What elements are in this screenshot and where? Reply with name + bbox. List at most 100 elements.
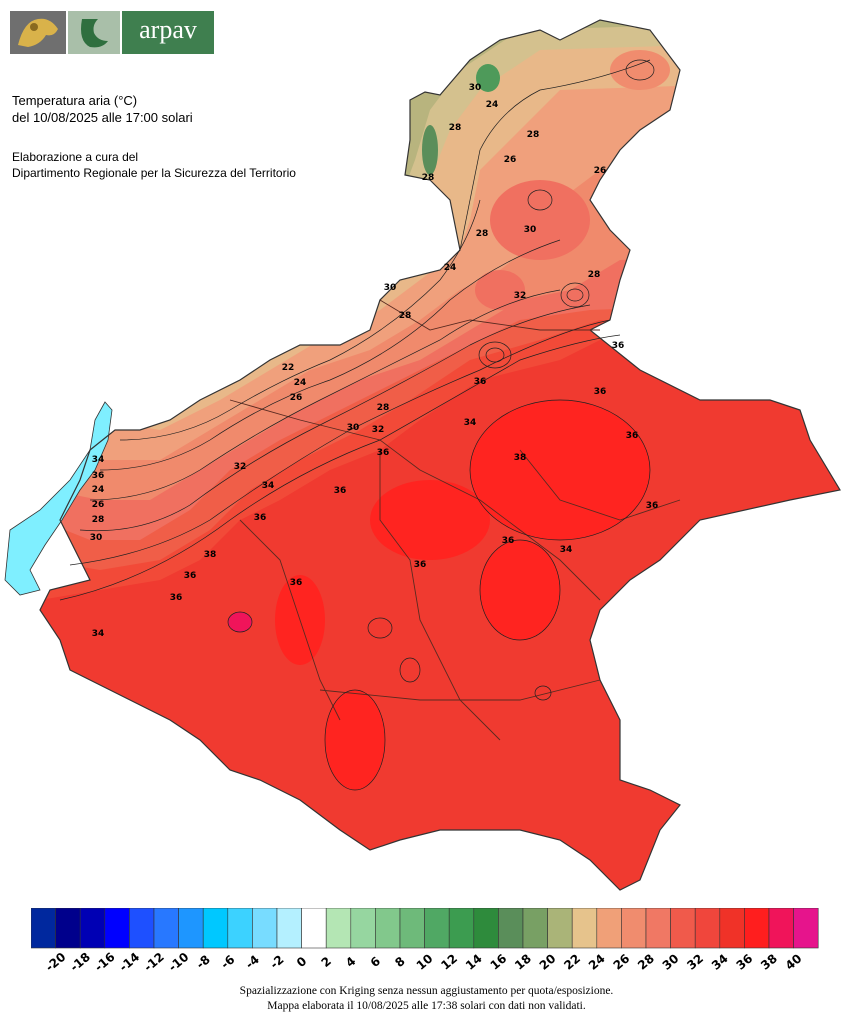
legend-label: 40 [783,951,805,972]
legend-label: -6 [218,952,237,971]
legend-label: 36 [734,951,756,972]
legend-swatch [252,908,278,949]
org-line-2: Dipartimento Regionale per la Sicurezza … [12,166,296,180]
contour-label: 28 [588,270,601,280]
legend-label: 8 [392,954,407,970]
legend-label: 0 [294,954,309,970]
contour-label: 36 [594,387,607,397]
legend-swatch [79,908,106,949]
legend-swatch [399,908,425,949]
contour-label: 36 [502,536,515,546]
contour-label: 36 [646,501,659,511]
contour-label: 38 [204,550,217,560]
contour-label: 36 [184,571,197,581]
contour-label: 36 [92,471,105,481]
contour-label: 30 [384,283,397,293]
legend-label: 14 [463,951,485,972]
legend-label: -2 [267,952,286,971]
processing-note: Mappa elaborata il 10/08/2025 alle 17:38… [267,1000,586,1012]
legend-label: 12 [438,951,460,972]
contour-label: 28 [449,123,462,133]
contour-label: 26 [290,393,303,403]
legend-label: -12 [141,950,167,975]
legend-swatch [768,908,794,949]
legend-swatch [227,908,253,949]
legend-swatch [744,908,770,949]
contour-label: 32 [514,291,527,301]
legend-swatch [276,908,302,949]
legend-label: -10 [166,950,192,975]
arpav-logo: arpav [10,11,214,54]
legend-label: 6 [368,954,383,970]
legend-swatch [719,908,745,949]
contour-label: 24 [444,263,457,273]
legend-label: 10 [414,951,436,972]
legend-swatch [522,908,548,949]
legend-swatch [350,908,376,949]
contour-label: 36 [254,513,267,523]
lake-garda [4,401,113,596]
org-line-1: Elaborazione a cura del [12,150,139,164]
legend-label: 18 [512,951,534,972]
contour-label: 36 [290,578,303,588]
contour-label: 34 [464,418,477,428]
contour-label: 34 [560,545,573,555]
temperature-map: 30 24 28 28 26 28 26 24 28 30 28 32 28 30 22 24 26 28 30 32… [4,19,841,891]
contour-label: 38 [514,453,527,463]
contour-label: 36 [414,560,427,570]
contour-label: 28 [476,229,489,239]
legend-swatch [424,908,450,949]
contour-label: 28 [92,515,105,525]
legend-label: -4 [243,952,262,971]
legend-label: 20 [537,951,559,972]
contour-label: 22 [282,363,295,373]
contour-label: 28 [399,311,412,321]
legend-swatch [31,908,56,949]
legend-swatch [375,908,401,949]
contour-label: 36 [626,431,639,441]
contour-label: 30 [524,225,537,235]
legend-swatch [301,908,327,949]
legend-swatch [645,908,671,949]
contour-label: 36 [474,377,487,387]
contour-label: 36 [334,486,347,496]
legend-label: 32 [684,951,706,972]
contour-label: 34 [92,629,105,639]
lion-emblem [10,11,66,54]
color-legend: -20-18-16-14-12-10 -8 -6 -4 -2 0 2 4 6 8 10 12 14 16 1… [31,908,819,975]
contour-label: 24 [92,485,105,495]
legend-label: 28 [635,951,657,972]
legend-swatch [153,908,179,949]
isotherm-lines [59,59,655,791]
contour-label: 24 [294,378,307,388]
contour-label: 28 [527,130,540,140]
legend-label: -16 [92,950,118,975]
contour-label: 30 [347,423,360,433]
legend-label: 30 [660,951,682,972]
contour-labels: 30 24 28 28 26 28 26 24 28 30 28 32 28 30 22 24 26 28 30 32… [90,83,659,639]
legend-swatches [31,908,819,949]
legend-label: -8 [194,952,213,971]
contour-label: 34 [92,455,105,465]
legend-label: 16 [488,951,510,972]
legend-labels: -20-18-16-14-12-10 -8 -6 -4 -2 0 2 4 6 8 10 12 14 16 1… [43,950,805,975]
contour-label: 30 [469,83,482,93]
contour-label: 36 [612,341,625,351]
legend-label: -18 [67,950,93,975]
legend-swatch [202,908,229,949]
legend-swatch [694,908,721,949]
legend-label: 24 [586,951,608,972]
province-borders [229,299,681,741]
contour-label: 26 [92,500,105,510]
map-title: Temperatura aria (°C) [12,93,138,108]
contour-label: 26 [504,155,517,165]
legend-swatch [670,908,696,949]
contour-label: 36 [170,593,183,603]
legend-label: 22 [561,951,583,972]
contour-label: 32 [234,462,247,472]
legend-swatch [596,908,622,949]
legend-label: -20 [43,950,69,975]
legend-swatch [104,908,130,949]
legend-swatch [571,908,598,949]
legend-label: 2 [318,954,333,970]
